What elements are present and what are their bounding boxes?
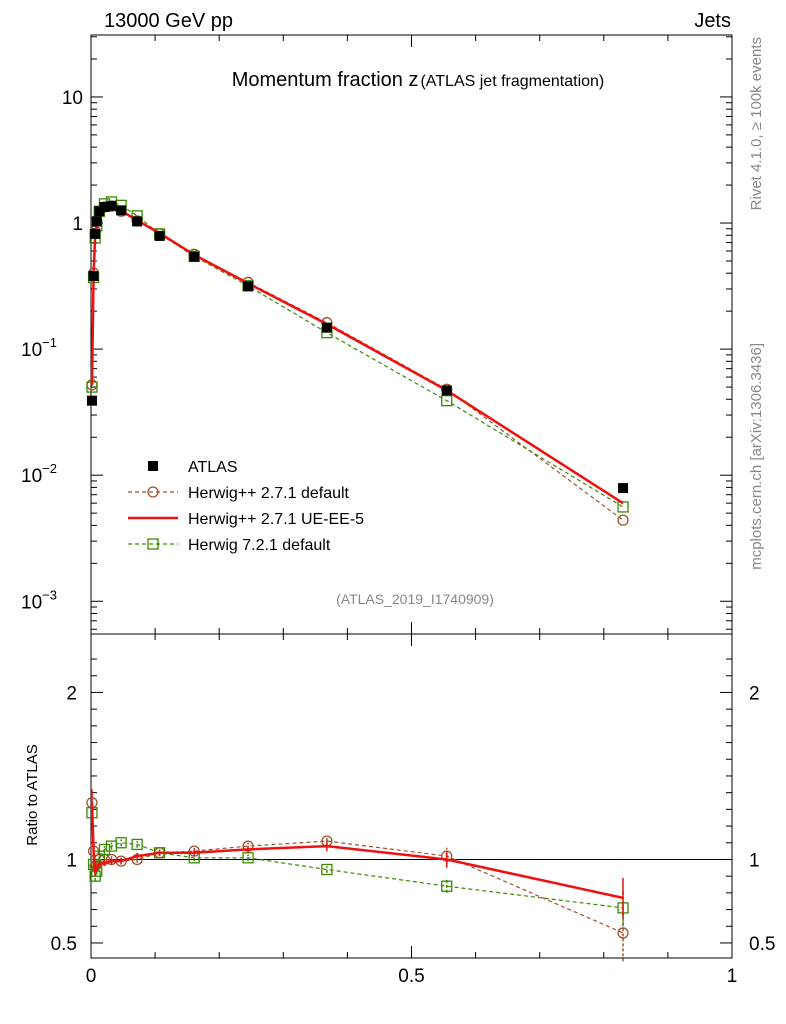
atlas-data-point xyxy=(618,483,629,494)
ratio-point xyxy=(98,843,111,856)
atlas-data-point xyxy=(88,271,99,282)
main-point xyxy=(617,501,629,513)
main-series-line xyxy=(91,201,624,508)
legend: ATLAS Herwig++ 2.7.1 default Herwig++ 2.7.… xyxy=(128,459,364,554)
header-right: Jets xyxy=(694,10,731,32)
ratio-point xyxy=(115,837,127,849)
legend-label: ATLAS xyxy=(188,459,238,476)
main-series-line xyxy=(91,205,624,521)
atlas-data-point xyxy=(132,216,143,227)
x-tick-label: 0.5 xyxy=(398,966,424,987)
series-layer xyxy=(86,196,629,962)
atlas-data-point xyxy=(154,230,165,241)
main-point xyxy=(441,395,453,407)
ratio-series-line xyxy=(91,802,624,934)
legend-swatch-marker xyxy=(147,538,159,550)
ratio-point xyxy=(131,838,143,851)
atlas-data-point xyxy=(116,205,127,216)
source-label: mcplots.cern.ch [arXiv:1306.3436] xyxy=(748,343,765,570)
ratio-point xyxy=(441,880,453,892)
atlas-data-point xyxy=(86,395,97,406)
x-tick-label: 0 xyxy=(86,966,97,987)
ratio-y-tick-label: 0.5 xyxy=(51,934,77,955)
series-data xyxy=(86,200,629,494)
header-left: 13000 GeV pp xyxy=(104,10,233,32)
ratio-series-line xyxy=(91,812,624,909)
y-tick-label: 10−2 xyxy=(21,461,57,487)
atlas-data-point xyxy=(243,281,254,292)
y-tick-label: 1 xyxy=(72,214,83,235)
atlas-data-point xyxy=(189,251,200,262)
y-tick-label: 10−1 xyxy=(21,335,57,361)
ratio-y-tick-label-right: 0.5 xyxy=(749,934,775,955)
ratio-series-line xyxy=(90,802,624,900)
ratio-y-tick-label: 2 xyxy=(66,683,77,704)
atlas-data-point xyxy=(441,385,452,396)
chart-title: Momentum fraction z (ATLAS jet fragmentat… xyxy=(232,69,605,91)
ratio-point xyxy=(617,927,629,939)
legend-item: Herwig++ 2.7.1 UE-EE-5 xyxy=(128,511,364,528)
ratio-y-tick-label: 1 xyxy=(66,850,77,871)
legend-item: ATLAS xyxy=(148,459,238,476)
series-solid-line xyxy=(90,204,624,918)
rivet-version-label: Rivet 4.1.0, ≥ 100k events xyxy=(748,37,765,210)
atlas-data-point xyxy=(106,200,117,211)
y-tick-label: 10−3 xyxy=(21,587,57,613)
analysis-id: (ATLAS_2019_I1740909) xyxy=(336,591,494,607)
series-dashed-square xyxy=(86,196,629,925)
ratio-point xyxy=(321,863,333,876)
main-point xyxy=(617,514,629,526)
legend-label: Herwig 7.2.1 default xyxy=(188,537,331,554)
legend-item: Herwig++ 2.7.1 default xyxy=(128,485,350,502)
atlas-data-point xyxy=(90,228,101,239)
legend-label: Herwig++ 2.7.1 UE-EE-5 xyxy=(188,511,364,528)
ratio-y-tick-label-right: 2 xyxy=(749,683,760,704)
ratio-y-tick-label-right: 1 xyxy=(749,850,760,871)
axis-ticks: 0 0.5 1 10−3 10−2 10−1 1 10 0.5 0.5 1 1 2 2 xyxy=(21,35,775,987)
legend-label: Herwig++ 2.7.1 default xyxy=(188,485,350,502)
atlas-data-point xyxy=(94,206,105,217)
legend-swatch-marker xyxy=(147,486,159,498)
x-tick-label: 1 xyxy=(727,966,738,987)
legend-swatch xyxy=(148,461,158,471)
ratio-ylabel: Ratio to ATLAS xyxy=(24,744,41,845)
legend-item: Herwig 7.2.1 default xyxy=(128,537,331,554)
atlas-data-point xyxy=(99,202,110,213)
atlas-data-point xyxy=(321,322,332,333)
ratio-point xyxy=(242,852,254,864)
series-dashed-circle xyxy=(86,200,629,962)
y-tick-label: 10 xyxy=(62,88,83,109)
atlas-data-point xyxy=(91,216,102,227)
ratio-panel-frame xyxy=(90,633,733,959)
